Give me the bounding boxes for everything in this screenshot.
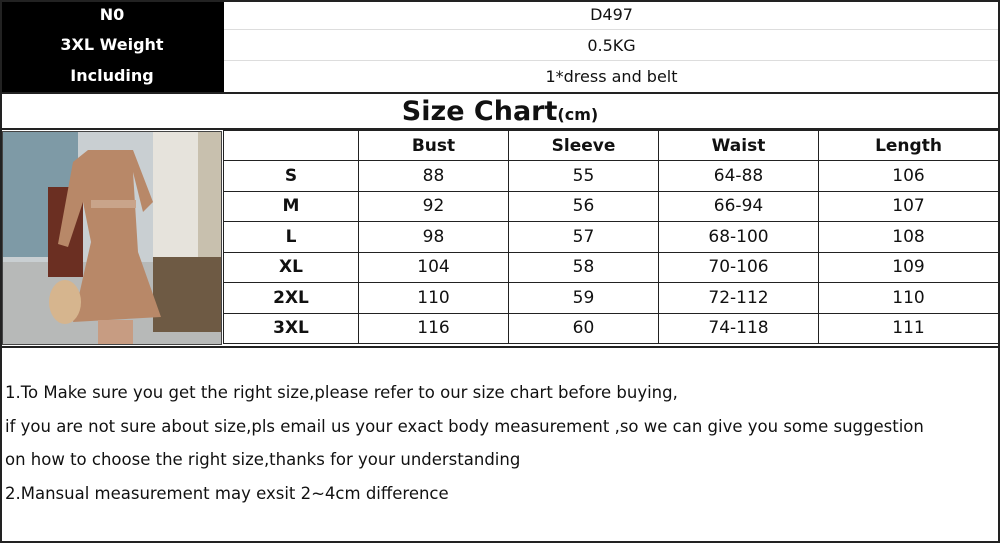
header-sleeve: Sleeve	[508, 130, 659, 161]
measurement-cell: 72-112	[658, 282, 819, 314]
divider	[0, 346, 1000, 348]
measurement-cell: 58	[508, 251, 659, 283]
table-header-row: Bust Sleeve Waist Length	[223, 130, 999, 161]
measurement-cell: 92	[358, 190, 509, 222]
measurement-cell: 70-106	[658, 251, 819, 283]
measurement-cell: 59	[508, 282, 659, 314]
size-cell: L	[223, 221, 359, 253]
header-waist: Waist	[658, 130, 819, 161]
measurement-cell: 111	[818, 312, 999, 344]
note-line: 2.Mansual measurement may exsit 2~4cm di…	[5, 484, 449, 503]
size-table: Bust Sleeve Waist Length S 88 55 64-88 106 M 9…	[223, 130, 999, 344]
measurement-cell: 55	[508, 160, 659, 192]
product-photo	[2, 131, 222, 345]
title-row: Size Chart(cm)	[0, 92, 1000, 130]
measurement-cell: 116	[358, 312, 509, 344]
note-line: 1.To Make sure you get the right size,pl…	[5, 383, 678, 402]
size-cell: XL	[223, 251, 359, 283]
note-line: if you are not sure about size,pls email…	[5, 417, 924, 436]
info-value-weight: 0.5KG	[224, 30, 999, 61]
title-unit: (cm)	[557, 105, 599, 124]
measurement-cell: 98	[358, 221, 509, 253]
size-cell: 2XL	[223, 282, 359, 314]
table-row: 2XL 110 59 72-112 110	[223, 282, 999, 314]
size-cell: M	[223, 190, 359, 222]
measurement-cell: 107	[818, 190, 999, 222]
measurement-cell: 60	[508, 312, 659, 344]
measurement-cell: 68-100	[658, 221, 819, 253]
info-value-no: D497	[224, 0, 999, 30]
measurement-cell: 66-94	[658, 190, 819, 222]
measurement-cell: 109	[818, 251, 999, 283]
measurement-cell: 104	[358, 251, 509, 283]
header-length: Length	[818, 130, 999, 161]
table-row: XL 104 58 70-106 109	[223, 251, 999, 283]
info-value-including: 1*dress and belt	[545, 67, 678, 86]
measurement-cell: 108	[818, 221, 999, 253]
measurement-cell: 88	[358, 160, 509, 192]
measurement-cell: 110	[818, 282, 999, 314]
info-label-panel: N0 3XL Weight Including	[0, 0, 224, 93]
measurement-cell: 57	[508, 221, 659, 253]
table-row: 3XL 116 60 74-118 111	[223, 312, 999, 344]
table-row: L 98 57 68-100 108	[223, 221, 999, 253]
info-label-including: Including	[70, 66, 154, 85]
title-text: Size Chart	[401, 96, 558, 127]
measurement-cell: 110	[358, 282, 509, 314]
measurement-cell: 74-118	[658, 312, 819, 344]
table-row: M 92 56 66-94 107	[223, 190, 999, 222]
info-label-no: N0	[99, 5, 125, 24]
table-row: S 88 55 64-88 106	[223, 160, 999, 192]
measurement-cell: 64-88	[658, 160, 819, 192]
measurement-cell: 56	[508, 190, 659, 222]
page-title: Size Chart(cm)	[402, 96, 598, 127]
header-size	[223, 130, 359, 161]
size-cell: S	[223, 160, 359, 192]
info-label-weight: 3XL Weight	[60, 35, 164, 54]
measurement-cell: 106	[818, 160, 999, 192]
header-bust: Bust	[358, 130, 509, 161]
note-line: on how to choose the right size,thanks f…	[5, 450, 521, 469]
size-cell: 3XL	[223, 312, 359, 344]
